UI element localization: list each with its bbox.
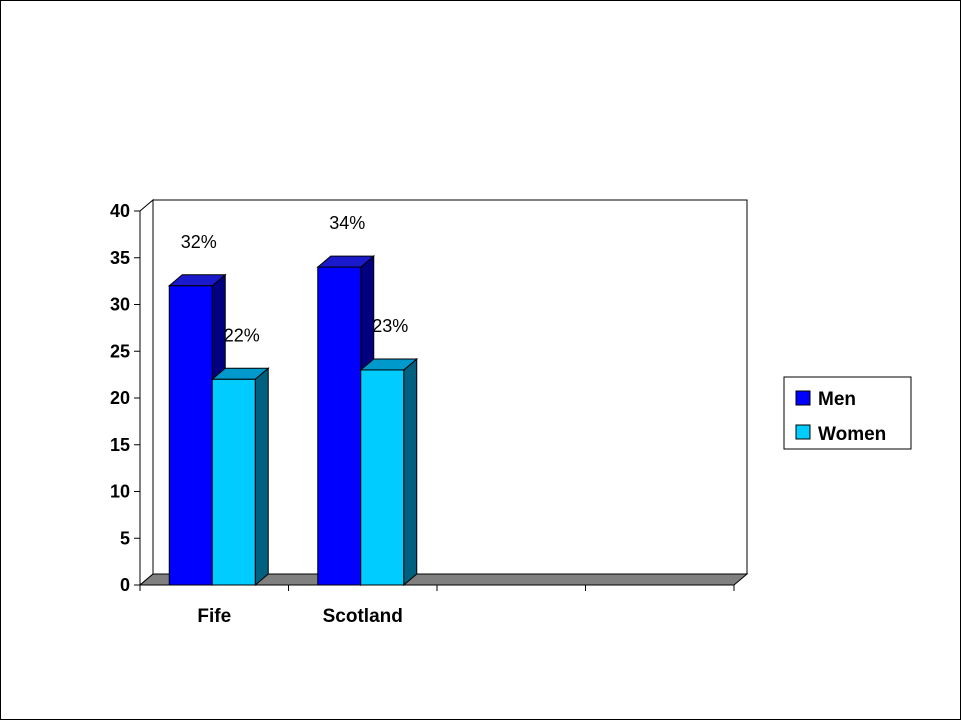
chart-labels: 32% 34% 22% 23% <box>181 213 409 345</box>
bar-side <box>403 357 418 587</box>
y-tick-label: 20 <box>110 388 130 408</box>
y-tick-label: 35 <box>110 248 130 268</box>
legend-swatch-women <box>795 424 811 440</box>
chart-bars <box>167 255 419 587</box>
data-label-women: 23% <box>372 316 408 336</box>
y-tick-label: 30 <box>110 295 130 315</box>
bar-front <box>211 378 256 586</box>
legend-swatch-men <box>795 390 811 406</box>
y-tick-label: 25 <box>110 341 130 361</box>
chart-legend: Men Women <box>783 376 912 450</box>
x-tick-label: Scotland <box>323 606 403 627</box>
y-tick-label: 5 <box>120 528 130 548</box>
data-label-men: 32% <box>181 232 217 252</box>
bar-women <box>359 357 419 587</box>
plot-side-wall <box>139 198 154 587</box>
data-label-women: 22% <box>224 325 260 345</box>
bar-front <box>168 285 213 586</box>
bar-front <box>317 266 362 586</box>
plot-floor <box>138 573 749 586</box>
y-tick-label: 40 <box>110 201 130 221</box>
bar-women <box>210 367 270 587</box>
chart-axes: 0 5 10 15 20 25 30 35 40 Fife Scotland <box>110 198 749 627</box>
y-tick-label: 0 <box>120 575 130 595</box>
legend-label-women: Women <box>818 424 886 445</box>
bar-front <box>360 369 405 586</box>
x-tick-label: Fife <box>197 606 231 627</box>
y-tick-label: 15 <box>110 435 130 455</box>
bar-side <box>254 367 269 587</box>
y-tick-label: 10 <box>110 482 130 502</box>
data-label-men: 34% <box>329 213 365 233</box>
legend-label-men: Men <box>818 389 856 410</box>
